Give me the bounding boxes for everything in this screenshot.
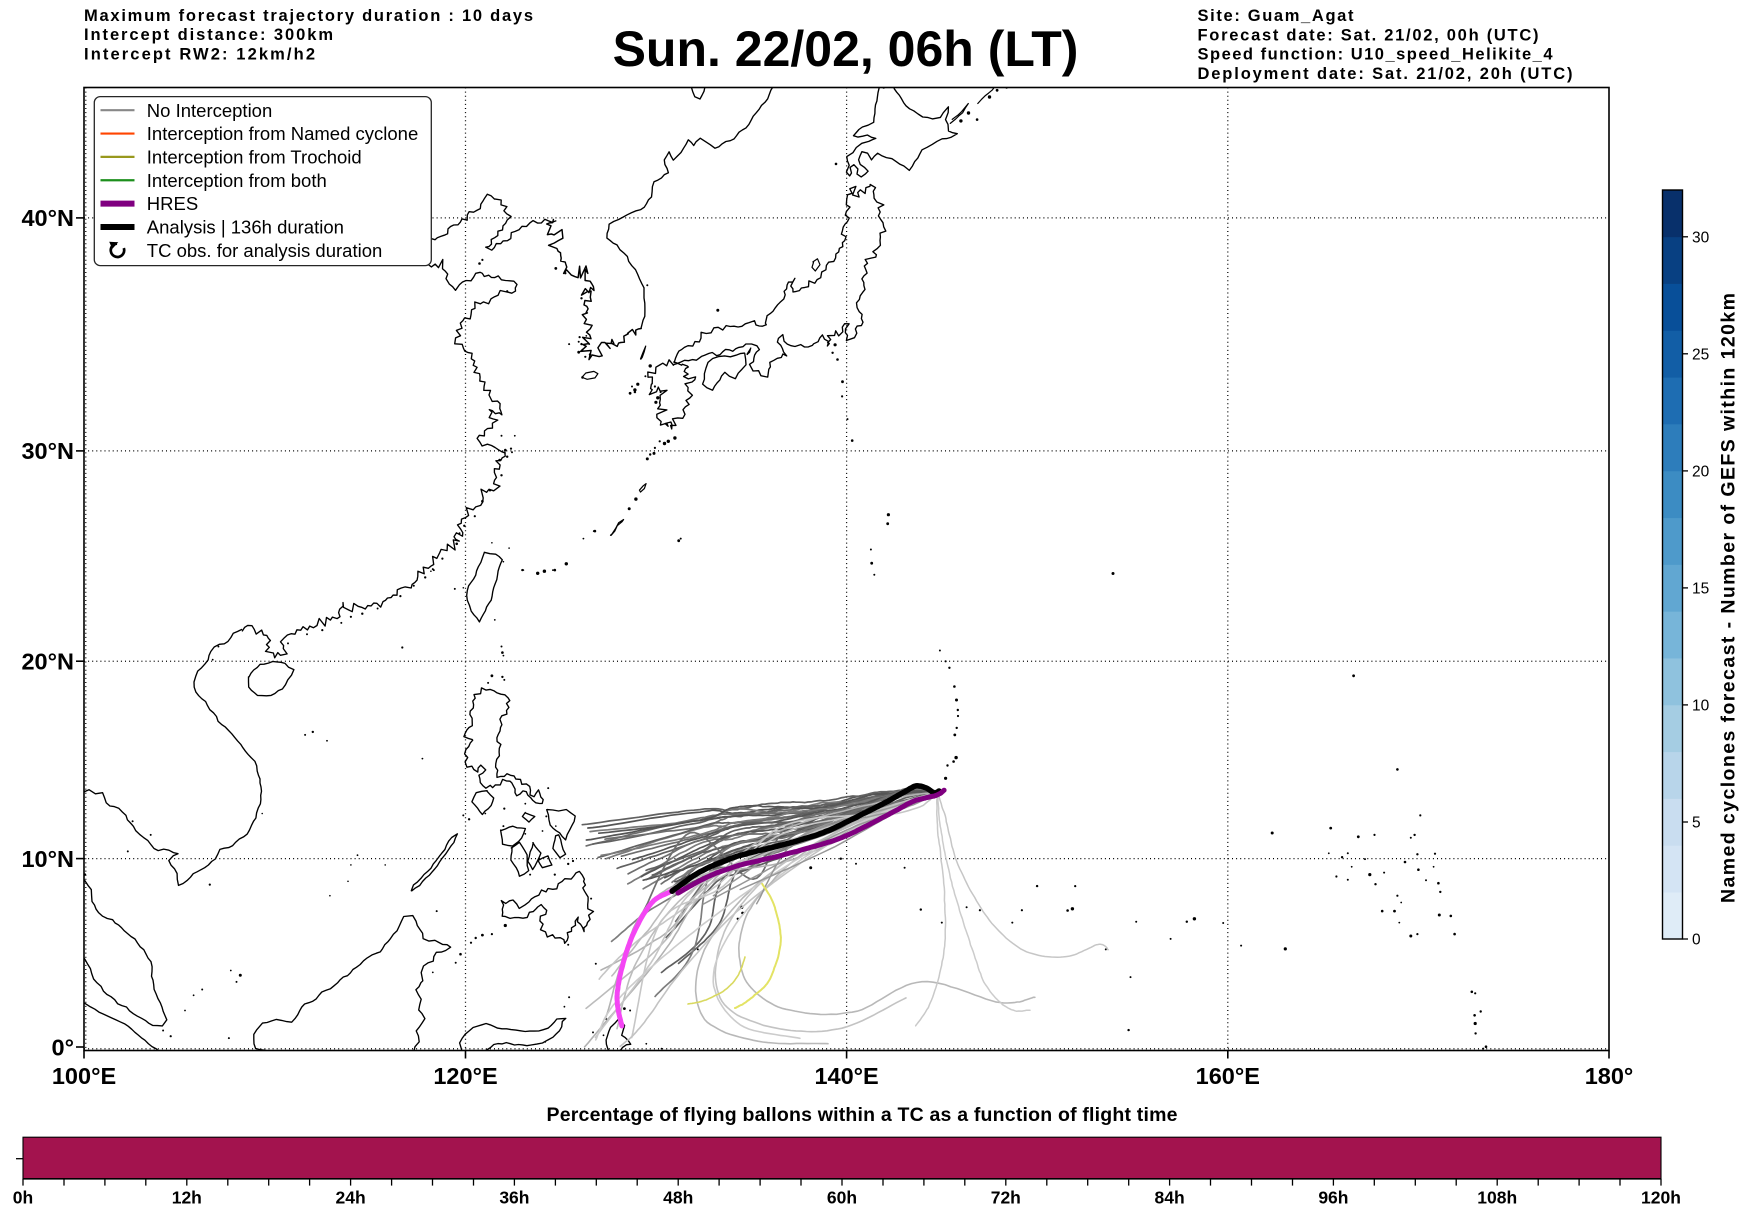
svg-text:Named cyclones forecast - Numb: Named cyclones forecast - Number of GEFS… [1718,293,1740,903]
svg-text:Interception from both: Interception from both [147,170,327,191]
svg-text:Intercept RW2: 12km/h2: Intercept RW2: 12km/h2 [84,45,315,63]
svg-text:TC obs. for analysis duration: TC obs. for analysis duration [147,240,382,261]
svg-text:12h: 12h [172,1188,202,1208]
svg-text:Speed function: U10_speed_Heli: Speed function: U10_speed_Helikite_4 [1198,46,1554,64]
svg-text:84h: 84h [1155,1188,1185,1208]
svg-text:30°N: 30°N [21,438,74,464]
svg-text:36h: 36h [499,1188,529,1208]
svg-text:160°E: 160°E [1196,1063,1260,1089]
svg-text:HRES: HRES [147,193,198,214]
svg-text:0h: 0h [13,1188,33,1208]
svg-text:0°: 0° [52,1034,74,1060]
svg-text:5: 5 [1692,815,1701,832]
svg-text:Interception from Trochoid: Interception from Trochoid [147,147,362,168]
svg-text:72h: 72h [991,1188,1021,1208]
svg-text:96h: 96h [1318,1188,1348,1208]
svg-text:100°E: 100°E [52,1063,116,1089]
svg-text:Analysis | 136h duration: Analysis | 136h duration [147,217,344,238]
svg-text:120h: 120h [1641,1188,1681,1208]
svg-text:20: 20 [1692,463,1710,480]
svg-text:15: 15 [1692,580,1709,597]
svg-text:No Interception: No Interception [147,100,272,121]
svg-text:20°N: 20°N [21,649,74,675]
svg-text:Sun. 22/02, 06h (LT): Sun. 22/02, 06h (LT) [613,21,1079,77]
svg-text:108h: 108h [1477,1188,1517,1208]
svg-text:Intercept distance: 300km: Intercept distance: 300km [84,26,333,44]
svg-text:140°E: 140°E [814,1063,878,1089]
svg-text:Forecast date: Sat. 21/02, 00h: Forecast date: Sat. 21/02, 00h (UTC) [1198,26,1539,44]
svg-text:10: 10 [1692,697,1710,714]
svg-text:10°N: 10°N [21,846,74,872]
svg-text:30: 30 [1692,229,1710,246]
svg-text:180°: 180° [1585,1063,1634,1089]
svg-text:40°N: 40°N [21,205,74,231]
svg-text:25: 25 [1692,346,1709,363]
svg-text:Deployment date: Sat. 21/02, 2: Deployment date: Sat. 21/02, 20h (UTC) [1198,65,1573,83]
svg-text:Maximum forecast trajectory du: Maximum forecast trajectory duration : 1… [84,7,533,25]
svg-text:24h: 24h [336,1188,366,1208]
svg-text:60h: 60h [827,1188,857,1208]
svg-text:0: 0 [1692,932,1701,949]
svg-text:Interception from Named cyclon: Interception from Named cyclone [147,123,418,144]
svg-text:Percentage of flying ballons w: Percentage of flying ballons within a TC… [547,1104,1178,1126]
svg-text:48h: 48h [663,1188,693,1208]
svg-text:Site: Guam_Agat: Site: Guam_Agat [1198,7,1355,25]
svg-text:120°E: 120°E [433,1063,497,1089]
